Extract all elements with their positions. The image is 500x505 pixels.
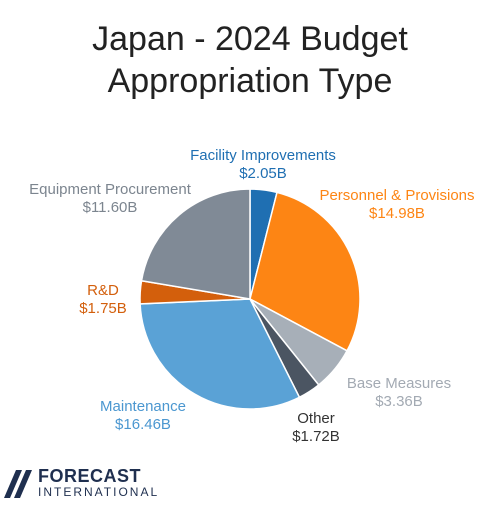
- pie-slice-personnel-and-provisions: [249, 191, 361, 352]
- slice-label-other: Other: [297, 410, 335, 427]
- slice-value-equipment-procurement: $11.60B: [83, 199, 138, 216]
- slice-label-personnel-and-provisions: Personnel & Provisions: [319, 187, 474, 204]
- pie-slice-maintenance: [139, 298, 301, 410]
- logo-mark-icon: [4, 470, 32, 498]
- forecast-international-logo: FORECAST INTERNATIONAL: [2, 466, 162, 500]
- chart-title-line1: Japan - 2024 Budget: [92, 20, 408, 58]
- chart-title-line2: Appropriation Type: [107, 62, 393, 100]
- pie-slices: [139, 188, 361, 410]
- pie-labels: Facility Improvements$2.05B Personnel & P…: [29, 147, 474, 445]
- chart-title: Japan - 2024 Budget Appropriation Type: [0, 18, 500, 102]
- pie-slice-equipment-procurement: [140, 188, 251, 300]
- slice-label-base-measures: Base Measures: [347, 375, 451, 392]
- slice-value-randd: $1.75B: [79, 300, 127, 317]
- slice-value-maintenance: $16.46B: [115, 416, 171, 433]
- slice-label-equipment-procurement: Equipment Procurement: [29, 181, 192, 198]
- slice-value-personnel-and-provisions: $14.98B: [369, 205, 425, 222]
- slice-value-facility-improvements: $2.05B: [239, 165, 287, 182]
- slice-value-other: $1.72B: [292, 428, 340, 445]
- logo-text-international: INTERNATIONAL: [38, 485, 160, 499]
- logo-text-forecast: FORECAST: [38, 466, 141, 486]
- slice-label-maintenance: Maintenance: [100, 398, 186, 415]
- slice-label-facility-improvements: Facility Improvements: [190, 147, 336, 164]
- slice-value-base-measures: $3.36B: [375, 393, 423, 410]
- slice-label-randd: R&D: [87, 282, 119, 299]
